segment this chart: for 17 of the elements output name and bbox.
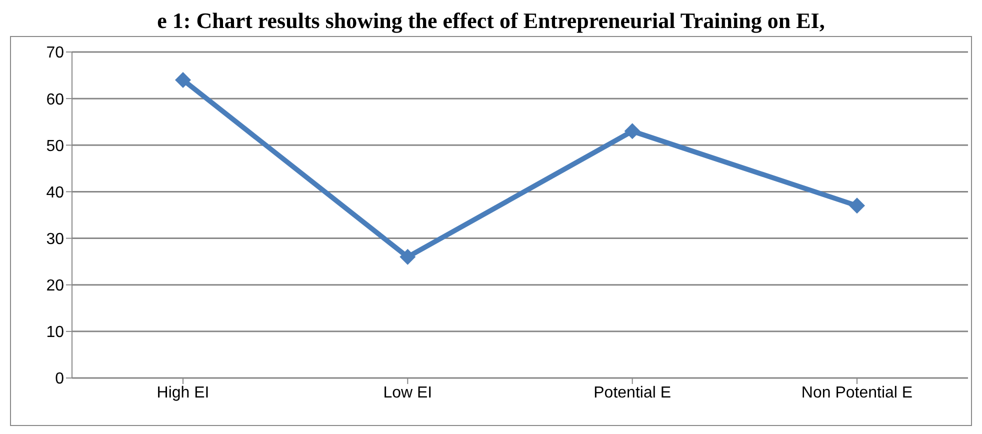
y-tick-label: 70: [46, 44, 64, 62]
y-tick-label: 30: [46, 230, 64, 248]
point: [624, 123, 640, 140]
point: [400, 248, 416, 265]
point: [849, 198, 865, 214]
y-tick-label: 0: [55, 370, 64, 388]
x-tick-label: High EI: [156, 384, 210, 402]
x-tick-label: Non Potential E: [801, 384, 913, 402]
y-tick-label: 20: [46, 278, 64, 295]
y-tick-label: 50: [46, 138, 64, 155]
y-tick-label: 10: [46, 324, 64, 342]
x-tick-label: Low EI: [383, 384, 432, 402]
y-tick-label: 40: [46, 184, 64, 202]
point: [175, 72, 191, 88]
y-tick-label: 60: [46, 91, 64, 108]
x-tick-label: Potential E: [594, 384, 672, 402]
chart-title: e 1: Chart results showing the effect of Entrepreneurial Training on EI,: [156, 8, 826, 34]
